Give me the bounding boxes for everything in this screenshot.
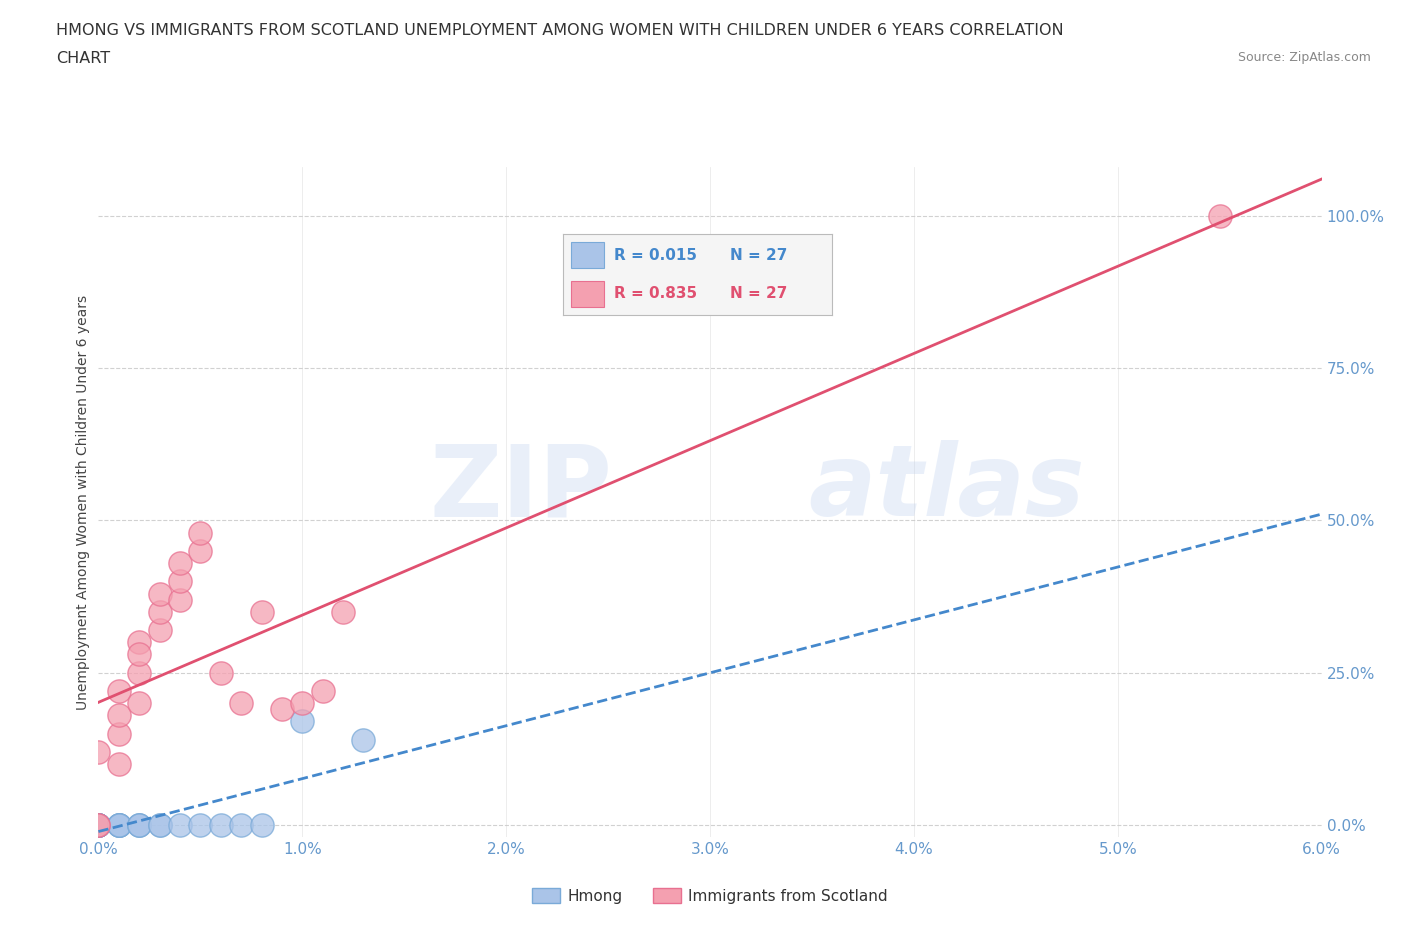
Point [128, 696, 150, 711]
Point [87, 817, 110, 832]
Point [108, 817, 131, 832]
Point [87, 817, 110, 832]
Text: ZIP: ZIP [429, 440, 612, 538]
Point [1208, 208, 1232, 223]
Text: Source: ZipAtlas.com: Source: ZipAtlas.com [1237, 51, 1371, 64]
Point [108, 708, 131, 723]
Point [188, 817, 212, 832]
Point [209, 665, 232, 680]
Point [128, 817, 150, 832]
Point [149, 817, 172, 832]
Point [311, 684, 335, 698]
Point [128, 817, 150, 832]
Point [87, 817, 110, 832]
Point [87, 817, 110, 832]
Point [149, 622, 172, 637]
Point [108, 817, 131, 832]
Text: N = 27: N = 27 [730, 286, 787, 301]
Text: R = 0.015: R = 0.015 [614, 247, 697, 263]
Point [108, 684, 131, 698]
Y-axis label: Unemployment Among Women with Children Under 6 years: Unemployment Among Women with Children U… [76, 295, 90, 710]
Point [128, 635, 150, 650]
Legend: Hmong, Immigrants from Scotland: Hmong, Immigrants from Scotland [526, 882, 894, 910]
FancyBboxPatch shape [571, 281, 603, 307]
Point [149, 604, 172, 619]
Point [270, 702, 292, 717]
Point [87, 817, 110, 832]
Text: atlas: atlas [808, 440, 1084, 538]
Point [169, 817, 191, 832]
Point [87, 817, 110, 832]
Point [231, 696, 253, 711]
Point [149, 817, 172, 832]
Point [149, 586, 172, 601]
Point [169, 574, 191, 589]
Point [188, 543, 212, 558]
Point [87, 817, 110, 832]
Text: N = 27: N = 27 [730, 247, 787, 263]
Point [128, 647, 150, 662]
Point [108, 726, 131, 741]
Point [108, 817, 131, 832]
Point [87, 817, 110, 832]
Point [332, 604, 354, 619]
Point [291, 696, 314, 711]
Point [128, 817, 150, 832]
Text: CHART: CHART [56, 51, 110, 66]
Point [250, 817, 273, 832]
Point [108, 817, 131, 832]
FancyBboxPatch shape [571, 243, 603, 268]
Point [108, 756, 131, 771]
Text: HMONG VS IMMIGRANTS FROM SCOTLAND UNEMPLOYMENT AMONG WOMEN WITH CHILDREN UNDER 6: HMONG VS IMMIGRANTS FROM SCOTLAND UNEMPL… [56, 23, 1064, 38]
Point [209, 817, 232, 832]
Point [87, 817, 110, 832]
Point [188, 525, 212, 540]
Point [169, 555, 191, 570]
Point [108, 817, 131, 832]
Point [128, 665, 150, 680]
Point [291, 714, 314, 729]
Point [231, 817, 253, 832]
Text: R = 0.835: R = 0.835 [614, 286, 697, 301]
Point [87, 744, 110, 759]
Point [87, 817, 110, 832]
Point [352, 732, 374, 747]
Point [250, 604, 273, 619]
Point [87, 817, 110, 832]
Point [169, 592, 191, 607]
Point [87, 817, 110, 832]
